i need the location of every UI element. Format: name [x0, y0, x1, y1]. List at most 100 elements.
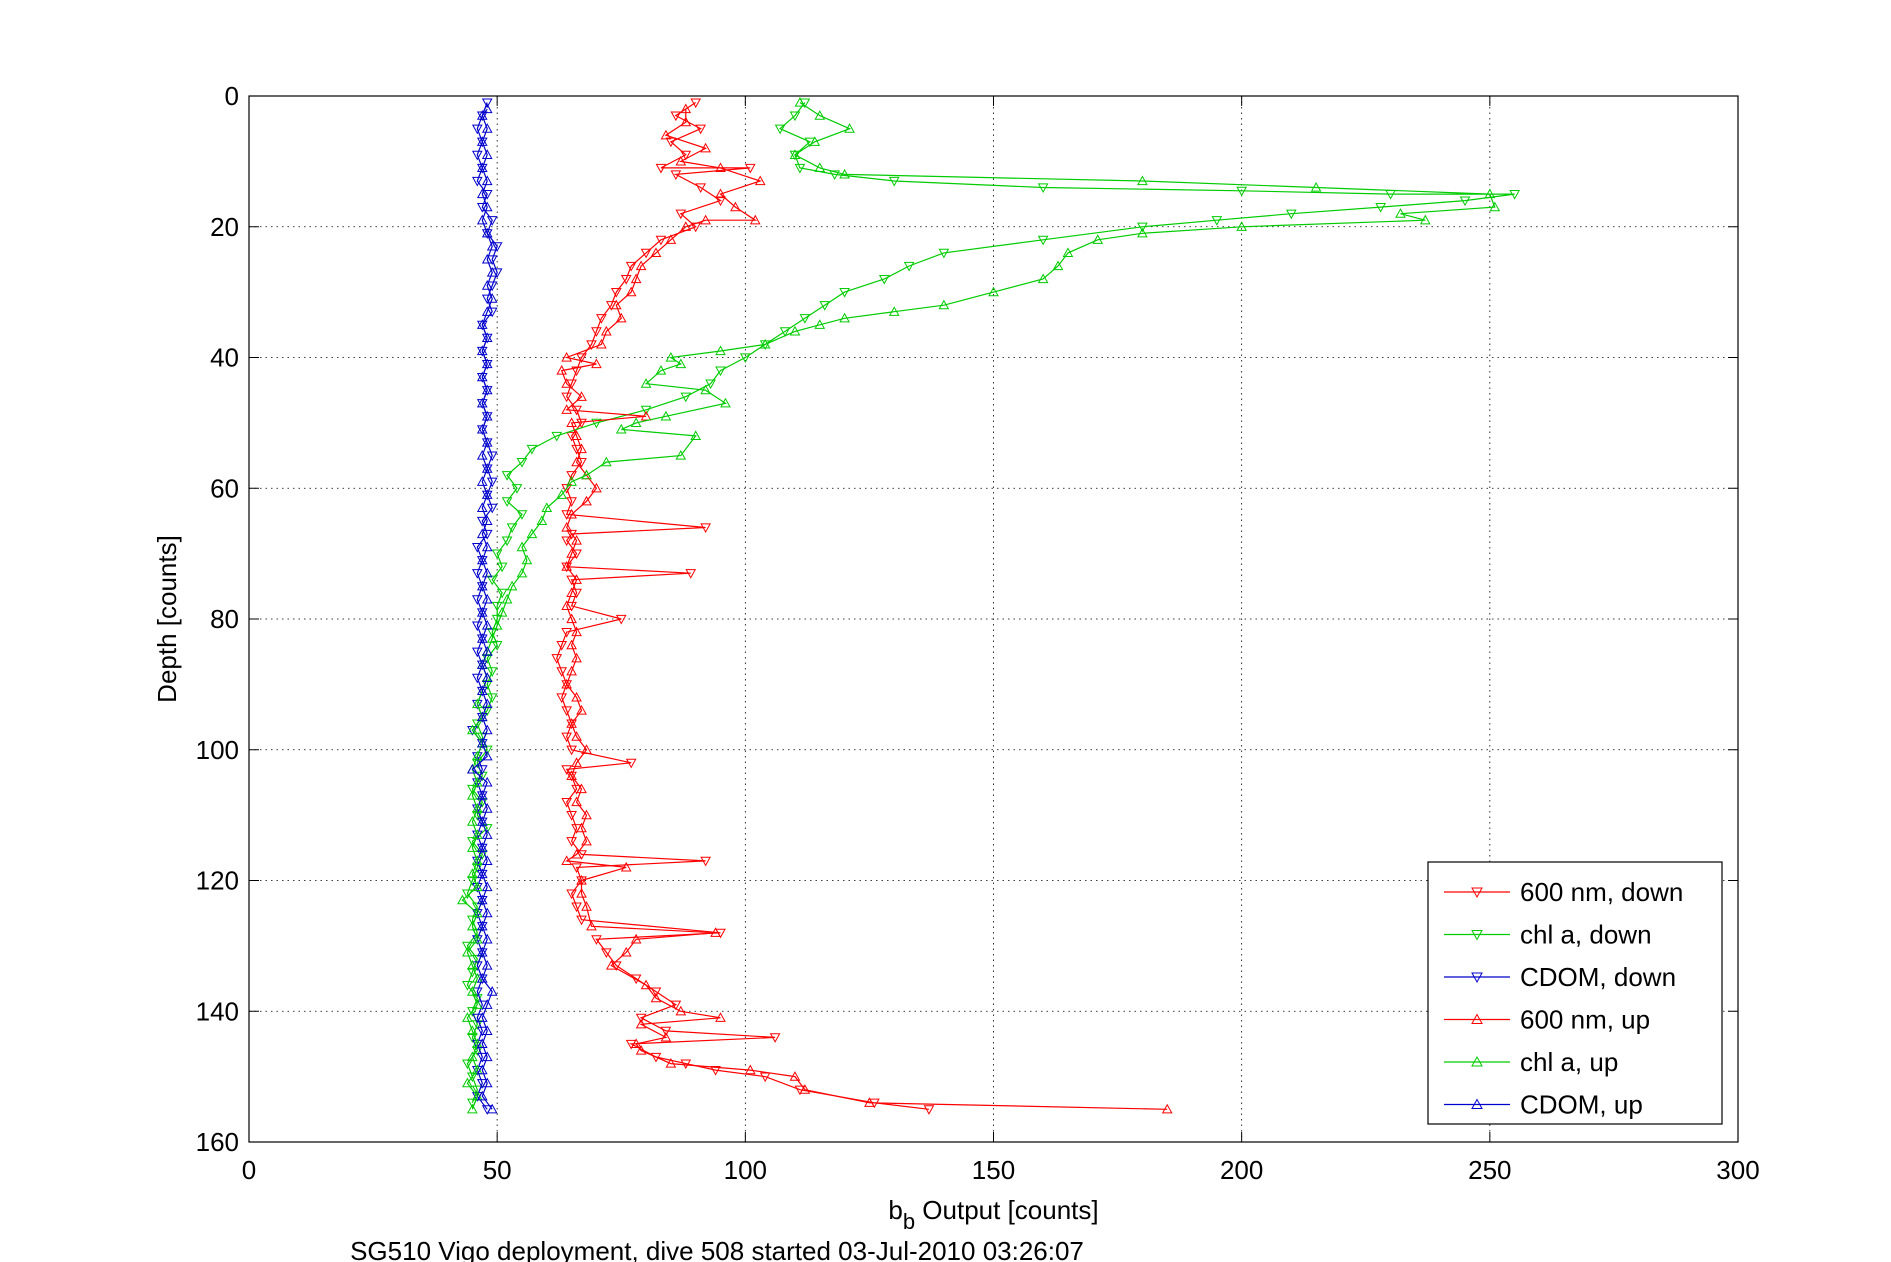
series-line	[556, 101, 930, 1110]
data-point	[481, 1051, 493, 1062]
data-point	[476, 554, 488, 565]
data-point	[675, 450, 687, 460]
x-tick-label: 150	[972, 1155, 1015, 1185]
data-point	[1236, 186, 1248, 197]
data-point	[486, 667, 498, 677]
data-point	[620, 274, 632, 285]
data-point	[481, 1077, 493, 1088]
data-point	[938, 248, 950, 259]
data-point	[481, 332, 493, 342]
data-point	[486, 1103, 498, 1114]
legend-label: CDOM, down	[1520, 962, 1676, 992]
data-point	[640, 410, 652, 421]
data-point	[1137, 222, 1148, 233]
data-point	[571, 652, 582, 663]
data-point	[506, 580, 518, 591]
data-point	[467, 1051, 478, 1062]
legend-swatch-marker	[1471, 887, 1483, 899]
data-point	[561, 521, 573, 532]
data-point	[476, 450, 488, 460]
data-point	[476, 606, 488, 617]
data-point	[630, 974, 642, 985]
data-point	[655, 235, 667, 246]
data-point	[1509, 189, 1520, 200]
data-point	[789, 1071, 801, 1081]
data-point	[878, 274, 890, 285]
data-point	[481, 750, 493, 761]
data-point	[486, 451, 498, 462]
data-point	[680, 1059, 692, 1070]
data-point	[471, 803, 483, 813]
data-point	[576, 783, 587, 794]
data-point	[1419, 214, 1431, 225]
data-point	[675, 155, 687, 166]
data-point	[571, 863, 582, 873]
y-tick-label: 100	[196, 735, 239, 765]
data-point	[476, 789, 488, 800]
data-point	[576, 418, 587, 429]
data-point	[467, 1007, 478, 1017]
series-line	[461, 101, 1496, 1110]
data-point	[471, 907, 483, 918]
data-point	[491, 641, 503, 651]
x-tick-label: 250	[1468, 1155, 1511, 1185]
data-point	[481, 515, 493, 526]
data-point	[561, 797, 573, 808]
data-point	[655, 365, 667, 375]
legend-item: CDOM, down	[1444, 962, 1676, 992]
data-point	[541, 502, 553, 512]
legend-item: chl a, down	[1444, 920, 1652, 950]
data-point	[744, 1064, 756, 1075]
data-point	[665, 234, 677, 244]
data-point	[566, 471, 577, 481]
data-point	[571, 757, 582, 767]
data-point	[814, 110, 826, 120]
data-point	[476, 423, 488, 434]
series-0	[551, 98, 935, 1115]
data-point	[630, 273, 642, 284]
data-point	[481, 959, 493, 970]
data-point	[481, 463, 493, 473]
x-tick-label: 300	[1716, 1155, 1759, 1185]
data-point	[839, 168, 850, 179]
data-point	[571, 574, 582, 584]
data-point	[467, 789, 478, 800]
data-point	[605, 959, 617, 970]
x-axis-label-rest: Output [counts]	[915, 1195, 1099, 1225]
data-point	[476, 162, 488, 173]
data-point	[596, 338, 607, 349]
data-point	[561, 765, 573, 775]
data-point	[462, 1012, 473, 1022]
data-point	[814, 162, 826, 173]
data-point	[789, 325, 801, 336]
data-point	[476, 136, 488, 146]
data-point	[690, 430, 702, 441]
data-point	[1395, 208, 1406, 218]
data-point	[675, 358, 687, 369]
data-point	[794, 97, 806, 107]
data-point	[799, 1084, 811, 1094]
data-point	[467, 842, 478, 852]
legend-label: 600 nm, down	[1520, 877, 1683, 907]
data-point	[635, 1044, 647, 1055]
data-point	[566, 548, 577, 558]
data-point	[576, 915, 587, 926]
data-point	[556, 365, 568, 375]
data-point	[571, 691, 582, 702]
data-point	[526, 444, 538, 455]
data-point	[715, 1012, 726, 1022]
data-point	[988, 286, 999, 297]
data-point	[511, 484, 523, 494]
data-point	[1459, 196, 1471, 207]
data-point	[516, 510, 528, 520]
x-axis-label-subscript: b	[903, 1209, 915, 1234]
y-tick-label: 60	[210, 473, 239, 503]
data-point	[481, 280, 493, 290]
data-point	[516, 458, 528, 468]
data-point	[938, 299, 950, 310]
data-point	[556, 693, 568, 703]
data-point	[471, 673, 483, 684]
data-point	[903, 261, 915, 272]
legend-item: 600 nm, down	[1444, 877, 1683, 907]
y-tick-label: 160	[196, 1127, 239, 1157]
